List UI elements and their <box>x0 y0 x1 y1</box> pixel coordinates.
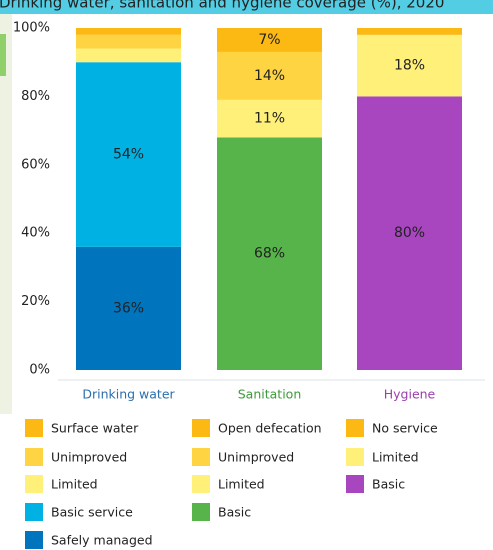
legend-swatch <box>192 448 210 466</box>
bar-segment <box>76 62 181 247</box>
legend-swatch <box>25 531 43 549</box>
bar-segment <box>357 28 462 35</box>
y-tick-label: 20% <box>21 294 50 309</box>
legend-swatch <box>192 419 210 437</box>
side-panel <box>0 14 12 414</box>
legend-swatch <box>25 503 43 521</box>
value-label: 36% <box>113 300 144 316</box>
bar-segment <box>217 137 322 370</box>
legend-label: Basic service <box>51 505 133 520</box>
value-label: 7% <box>258 32 280 48</box>
legend-swatch <box>25 475 43 493</box>
legend-swatch <box>25 419 43 437</box>
x-tick-label: Drinking water <box>82 387 175 402</box>
legend-swatch <box>192 503 210 521</box>
y-tick-label: 40% <box>21 226 50 241</box>
value-label: 80% <box>394 225 425 241</box>
legend-label: Limited <box>218 477 265 492</box>
bar-segment <box>217 51 322 100</box>
value-label: 18% <box>394 58 425 74</box>
legend-label: Unimproved <box>218 450 294 465</box>
side-marker <box>0 34 6 76</box>
legend-label: Limited <box>372 450 419 465</box>
value-label: 11% <box>254 111 285 127</box>
legend-label: Unimproved <box>51 450 127 465</box>
legend-label: Safely managed <box>51 533 153 548</box>
legend-label: Basic <box>372 477 405 492</box>
y-tick-label: 60% <box>21 157 50 172</box>
legend-label: No service <box>372 421 438 436</box>
y-tick-label: 0% <box>29 363 50 378</box>
x-tick-label: Hygiene <box>384 387 436 402</box>
bar-segment <box>76 28 181 35</box>
legend-label: Open defecation <box>218 421 322 436</box>
value-label: 14% <box>254 68 285 84</box>
bar-segment <box>357 34 462 97</box>
y-tick-label: 80% <box>21 89 50 104</box>
legend-swatch <box>346 475 364 493</box>
bar-segment <box>217 99 322 138</box>
legend-label: Surface water <box>51 421 139 436</box>
legend-swatch <box>346 419 364 437</box>
y-tick-label: 100% <box>13 21 50 36</box>
legend-swatch <box>25 448 43 466</box>
legend-swatch <box>192 475 210 493</box>
legend-label: Basic <box>218 505 251 520</box>
x-tick-label: Sanitation <box>238 387 302 402</box>
bar-segment <box>76 246 181 370</box>
bar-segment <box>76 34 181 49</box>
bar-segment <box>76 48 181 63</box>
bar-segment <box>217 28 322 52</box>
title-band <box>0 0 493 14</box>
bar-segment <box>357 96 462 371</box>
value-label: 54% <box>113 147 144 163</box>
legend-label: Limited <box>51 477 98 492</box>
chart-title: Drinking water, sanitation and hygiene c… <box>0 0 444 12</box>
value-label: 68% <box>254 246 285 262</box>
legend-swatch <box>346 448 364 466</box>
